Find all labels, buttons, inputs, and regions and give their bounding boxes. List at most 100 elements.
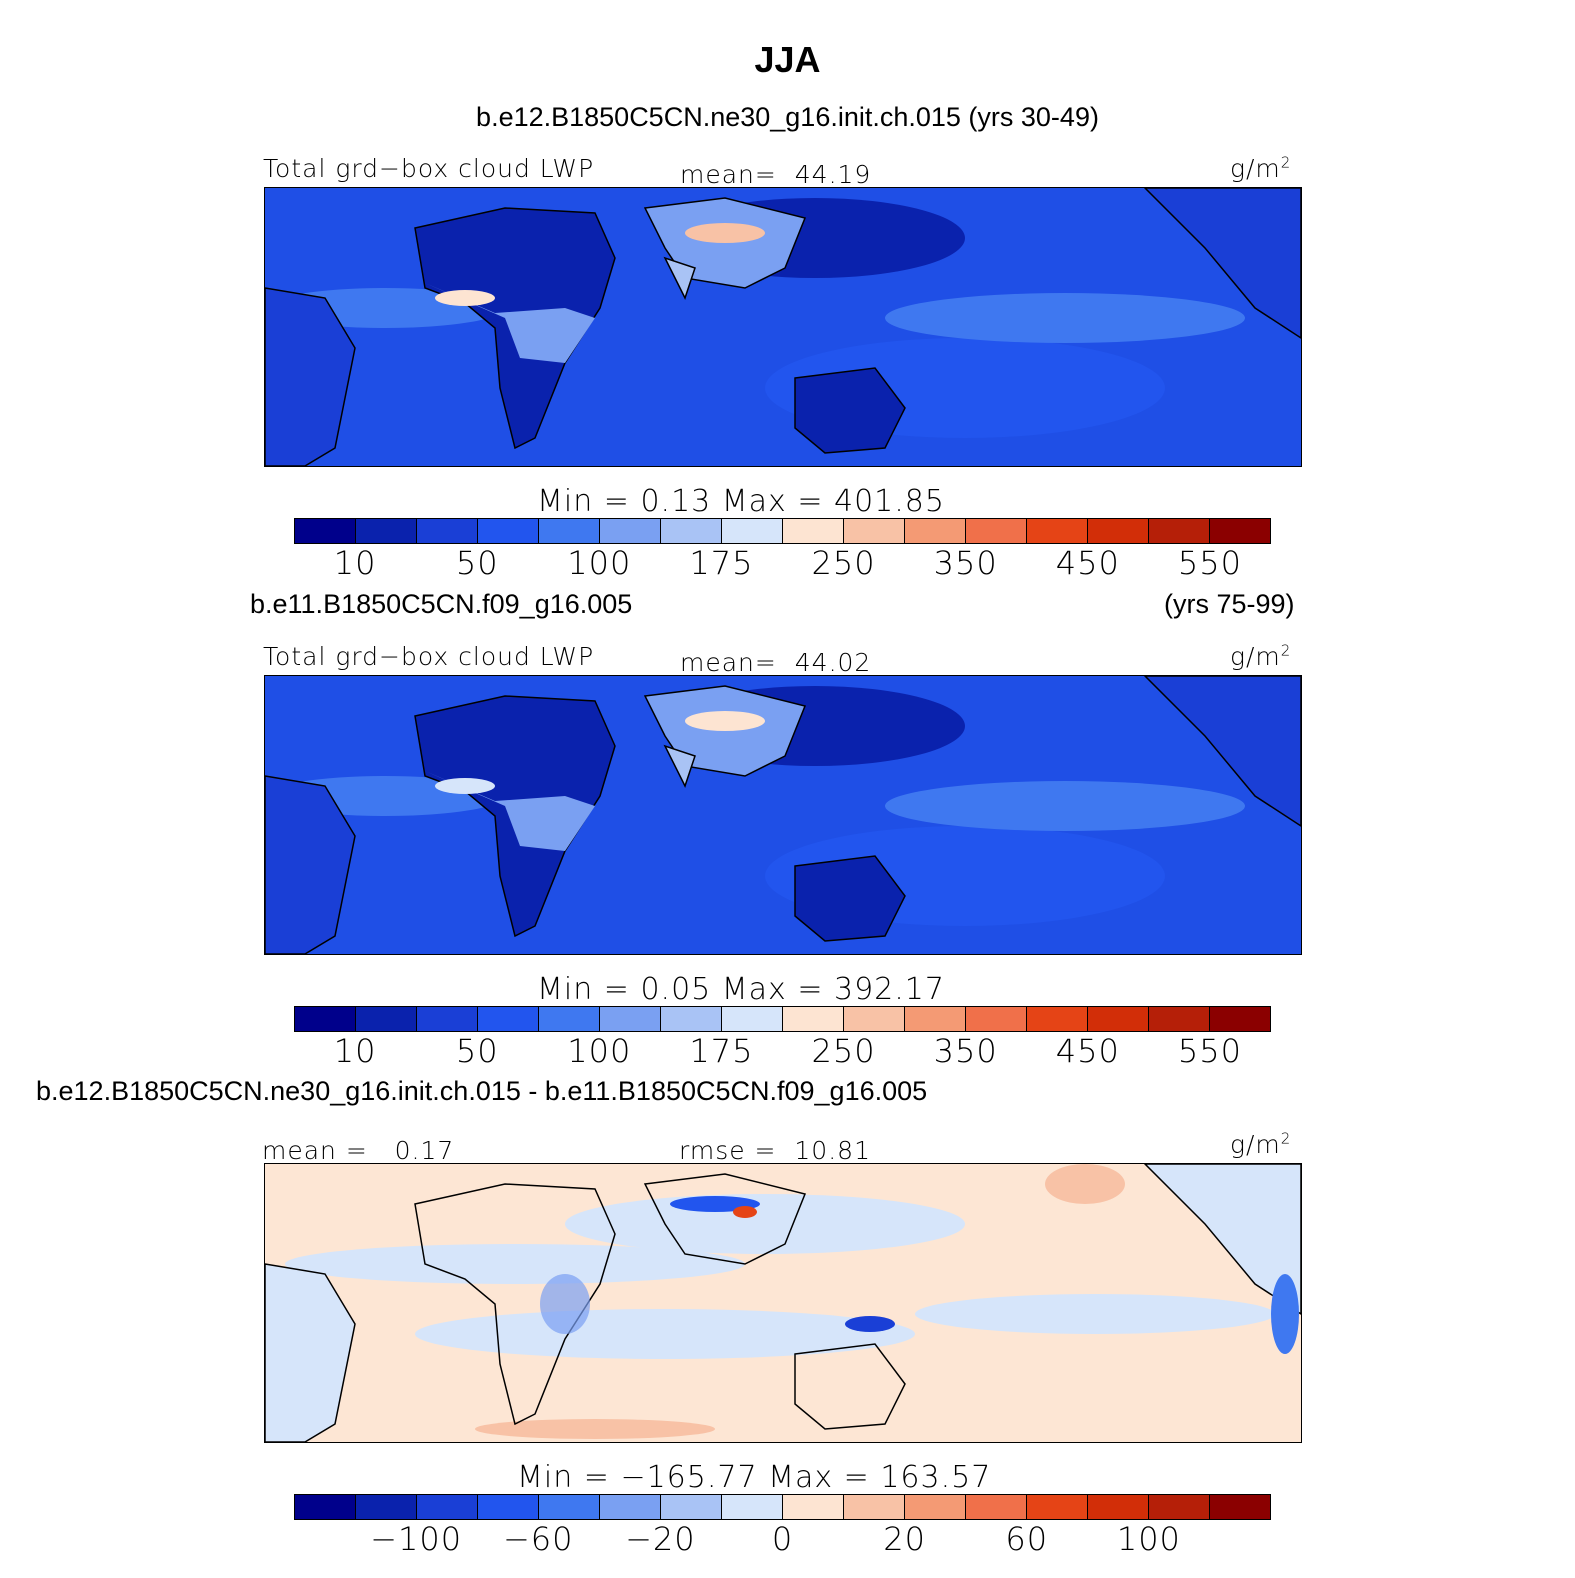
colorbar-segment <box>783 1007 844 1031</box>
colorbar-segment <box>539 1495 600 1519</box>
colorbar-segment <box>661 1495 722 1519</box>
australia-landmass <box>794 855 906 942</box>
panel-1-colorbar <box>294 518 1271 544</box>
tibet-maximum <box>685 223 765 243</box>
north-america-landmass <box>1143 188 1301 339</box>
africa-cloud-band <box>425 283 595 363</box>
colorbar-segment <box>844 1007 905 1031</box>
panel-2-colorbar-ticks: 10 50 100 175 250 350 450 550 <box>0 1035 1575 1075</box>
asia-outline <box>643 1173 807 1265</box>
panel-3-mean-value: 0.17 <box>394 1136 455 1165</box>
colorbar-segment <box>1210 519 1270 543</box>
colorbar-segment <box>1149 519 1210 543</box>
panel-2-variable-label: Total grd−box cloud LWP <box>263 642 595 671</box>
colorbar-segment <box>1088 1007 1149 1031</box>
panel-2-map-field <box>265 676 1301 954</box>
africa-cloud-band <box>425 771 595 851</box>
colorbar-segment <box>600 519 661 543</box>
india-landmass <box>663 744 696 788</box>
field-band <box>885 293 1245 343</box>
colorbar-segment <box>295 1007 356 1031</box>
tibet-maximum <box>685 711 765 731</box>
africa-outline <box>414 1183 616 1426</box>
new-guinea-anomaly <box>845 1316 895 1332</box>
tibet-positive-anomaly <box>733 1206 757 1218</box>
colorbar-segment <box>600 1495 661 1519</box>
panel-1-variable-label: Total grd−box cloud LWP <box>263 154 595 183</box>
colorbar-tick-label: 250 <box>811 1032 876 1070</box>
positive-anomaly <box>1045 1164 1125 1204</box>
panel-2-map <box>264 675 1302 955</box>
south-america-landmass <box>265 287 356 466</box>
colorbar-segment <box>1027 519 1088 543</box>
negative-band <box>285 1244 745 1284</box>
colorbar-segment <box>478 519 539 543</box>
panel-3-map-field <box>265 1164 1301 1442</box>
panel-1-units-base: g/m <box>1230 154 1281 183</box>
australia-outline <box>794 1343 906 1430</box>
north-america-landmass <box>1143 676 1301 827</box>
colorbar-tick-label: 250 <box>811 544 876 582</box>
panel-2-mean-key: mean= <box>680 648 777 677</box>
colorbar-segment <box>1149 1007 1210 1031</box>
colorbar-segment <box>783 519 844 543</box>
panel-2-colorbar <box>294 1006 1271 1032</box>
panel-3-colorbar <box>294 1494 1271 1520</box>
panel-2-minmax: Min = 0.05 Max = 392.17 <box>537 972 945 1007</box>
panel-3-rmse-value: 10.81 <box>794 1136 871 1165</box>
colorbar-segment <box>722 1495 783 1519</box>
colorbar-tick-label: 175 <box>689 1032 754 1070</box>
colorbar-segment <box>905 1007 966 1031</box>
panel-1-colorbar-ticks: 10 50 100 175 250 350 450 550 <box>0 547 1575 587</box>
colorbar-segment <box>356 1007 417 1031</box>
panel-3-mean-label: mean = 0.17 <box>262 1138 454 1163</box>
colorbar-segment <box>295 519 356 543</box>
colorbar-tick-label: 450 <box>1055 544 1120 582</box>
panel-3-colorbar-ticks: −100 −60 −20 0 20 60 100 <box>0 1523 1575 1563</box>
panel-1-mean-label: mean= 44.19 <box>680 162 871 187</box>
colorbar-segment <box>1088 519 1149 543</box>
colorbar-tick-label: −20 <box>625 1520 696 1558</box>
colorbar-segment <box>356 1495 417 1519</box>
panel-3-mean-key: mean = <box>262 1136 368 1165</box>
colorbar-segment <box>1027 1495 1088 1519</box>
panel-3-minmax: Min = −165.77 Max = 163.57 <box>517 1460 992 1495</box>
india-landmass <box>663 256 696 300</box>
figure-title: JJA <box>754 39 821 80</box>
negative-band <box>565 1194 965 1254</box>
colorbar-segment <box>1088 1495 1149 1519</box>
south-america-outline <box>265 1263 356 1442</box>
colorbar-tick-label: 10 <box>333 544 377 582</box>
panel-1-minmax: Min = 0.13 Max = 401.85 <box>537 484 945 519</box>
colorbar-segment <box>722 519 783 543</box>
positive-anomaly <box>475 1419 715 1439</box>
colorbar-segment <box>966 1007 1027 1031</box>
panel-3-map <box>264 1163 1302 1443</box>
andes-anomaly <box>1271 1274 1299 1354</box>
australia-landmass <box>794 367 906 454</box>
colorbar-segment <box>661 519 722 543</box>
colorbar-tick-label: 20 <box>883 1520 926 1558</box>
colorbar-segment <box>600 1007 661 1031</box>
colorbar-tick-label: 50 <box>455 544 499 582</box>
panel-1-units-exp: 2 <box>1280 153 1292 172</box>
south-america-landmass <box>265 775 356 954</box>
colorbar-segment <box>539 1007 600 1031</box>
colorbar-tick-label: 350 <box>933 544 998 582</box>
panel-1-case-title: b.e12.B1850C5CN.ne30_g16.init.ch.015 (yr… <box>476 102 1099 132</box>
panel-2-units-base: g/m <box>1230 642 1281 671</box>
colorbar-segment <box>1210 1495 1270 1519</box>
colorbar-tick-label: −60 <box>502 1520 574 1558</box>
africa-maximum <box>435 778 495 794</box>
panel-2-units: g/m2 <box>1230 642 1291 671</box>
colorbar-tick-label: 100 <box>567 544 632 582</box>
colorbar-tick-label: 175 <box>689 544 754 582</box>
colorbar-tick-label: 450 <box>1055 1032 1120 1070</box>
colorbar-segment <box>722 1007 783 1031</box>
panel-3-rmse-key: rmse = <box>679 1136 777 1165</box>
panel-3-units: g/m2 <box>1230 1131 1291 1157</box>
colorbar-tick-label: 100 <box>567 1032 632 1070</box>
panel-1-mean-value: 44.19 <box>794 160 872 189</box>
colorbar-segment <box>905 519 966 543</box>
colorbar-segment <box>417 1495 478 1519</box>
